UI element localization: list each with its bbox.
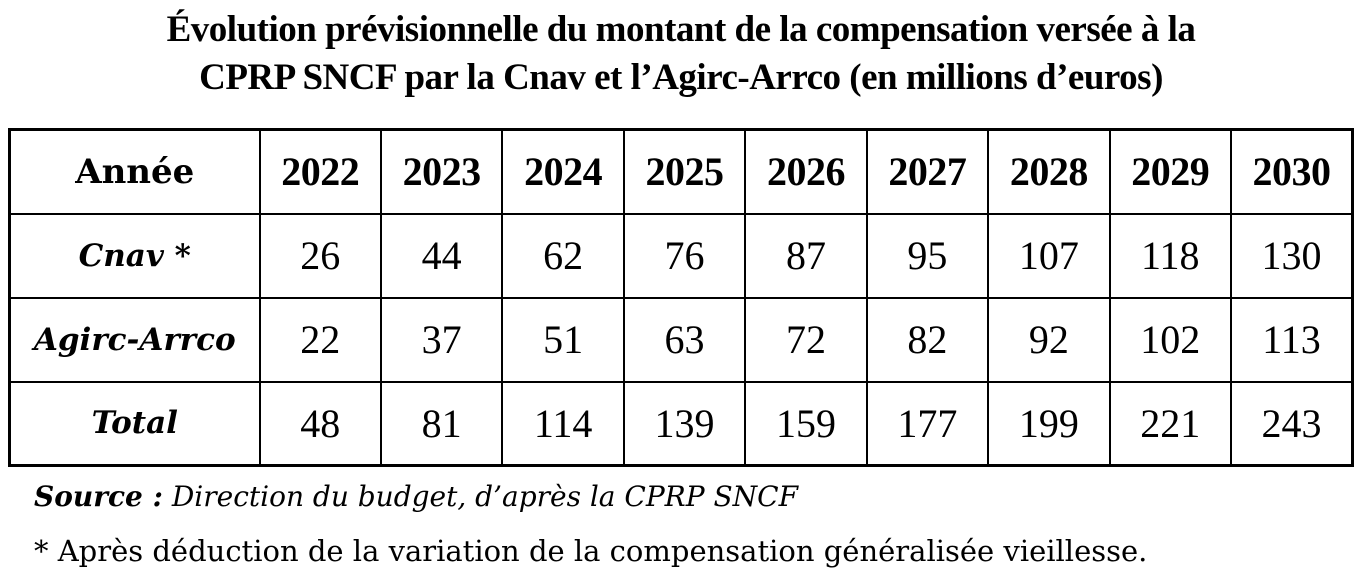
cnav-value-2024: 62 — [501, 212, 625, 299]
cnav-value-2030: 130 — [1230, 212, 1354, 299]
agirc-value-2023: 37 — [379, 296, 504, 383]
year-header-2027: 2027 — [865, 128, 990, 215]
table-row-agirc-arrco: Agirc-Arrco 22 37 51 63 72 82 92 102 113 — [8, 296, 1354, 383]
year-header-2025: 2025 — [622, 128, 747, 215]
title-line-1: Évolution prévisionnelle du montant de l… — [166, 9, 1196, 50]
total-value-2024: 114 — [501, 380, 625, 467]
cnav-value-2027: 95 — [865, 212, 990, 299]
title-line-2: CPRP SNCF par la Cnav et l’Agirc-Arrco (… — [199, 57, 1163, 98]
cnav-value-2025: 76 — [622, 212, 747, 299]
table-row-total: Total 48 81 114 139 159 177 199 221 243 — [8, 380, 1354, 467]
agirc-value-2024: 51 — [501, 296, 625, 383]
total-value-2029: 221 — [1108, 380, 1233, 467]
total-value-2028: 199 — [987, 380, 1111, 467]
page-title: Évolution prévisionnelle du montant de l… — [0, 6, 1362, 102]
year-header-2030: 2030 — [1230, 128, 1354, 215]
source-note: Source : Direction du budget, d’après la… — [34, 480, 798, 513]
total-value-2026: 159 — [744, 380, 868, 467]
source-label: Source : — [34, 480, 163, 513]
year-header-2023: 2023 — [379, 128, 504, 215]
year-column-header: Année — [8, 128, 261, 215]
year-header-2022: 2022 — [258, 128, 382, 215]
footnote: * Après déduction de la variation de la … — [34, 534, 1148, 568]
total-value-2025: 139 — [622, 380, 747, 467]
total-value-2027: 177 — [865, 380, 990, 467]
source-text: Direction du budget, d’après la CPRP SNC… — [162, 480, 799, 513]
row-label-total: Total — [8, 380, 261, 467]
total-value-2023: 81 — [379, 380, 504, 467]
year-header-2028: 2028 — [987, 128, 1111, 215]
agirc-value-2022: 22 — [258, 296, 382, 383]
agirc-value-2030: 113 — [1230, 296, 1354, 383]
year-header-2029: 2029 — [1108, 128, 1233, 215]
total-value-2030: 243 — [1230, 380, 1354, 467]
row-label-agirc-arrco: Agirc-Arrco — [8, 296, 261, 383]
table-row-cnav: Cnav * 26 44 62 76 87 95 107 118 130 — [8, 212, 1354, 299]
cnav-value-2029: 118 — [1108, 212, 1233, 299]
cnav-value-2026: 87 — [744, 212, 868, 299]
year-header-2026: 2026 — [744, 128, 868, 215]
cnav-value-2022: 26 — [258, 212, 382, 299]
agirc-value-2029: 102 — [1108, 296, 1233, 383]
agirc-value-2028: 92 — [987, 296, 1111, 383]
compensation-table: Année 2022 2023 2024 2025 2026 2027 2028… — [8, 128, 1354, 467]
cnav-value-2023: 44 — [379, 212, 504, 299]
agirc-value-2025: 63 — [622, 296, 747, 383]
header-row: Année 2022 2023 2024 2025 2026 2027 2028… — [8, 128, 1354, 215]
cnav-value-2028: 107 — [987, 212, 1111, 299]
agirc-value-2026: 72 — [744, 296, 868, 383]
year-header-2024: 2024 — [501, 128, 625, 215]
total-value-2022: 48 — [258, 380, 382, 467]
row-label-cnav: Cnav * — [8, 212, 261, 299]
agirc-value-2027: 82 — [865, 296, 990, 383]
